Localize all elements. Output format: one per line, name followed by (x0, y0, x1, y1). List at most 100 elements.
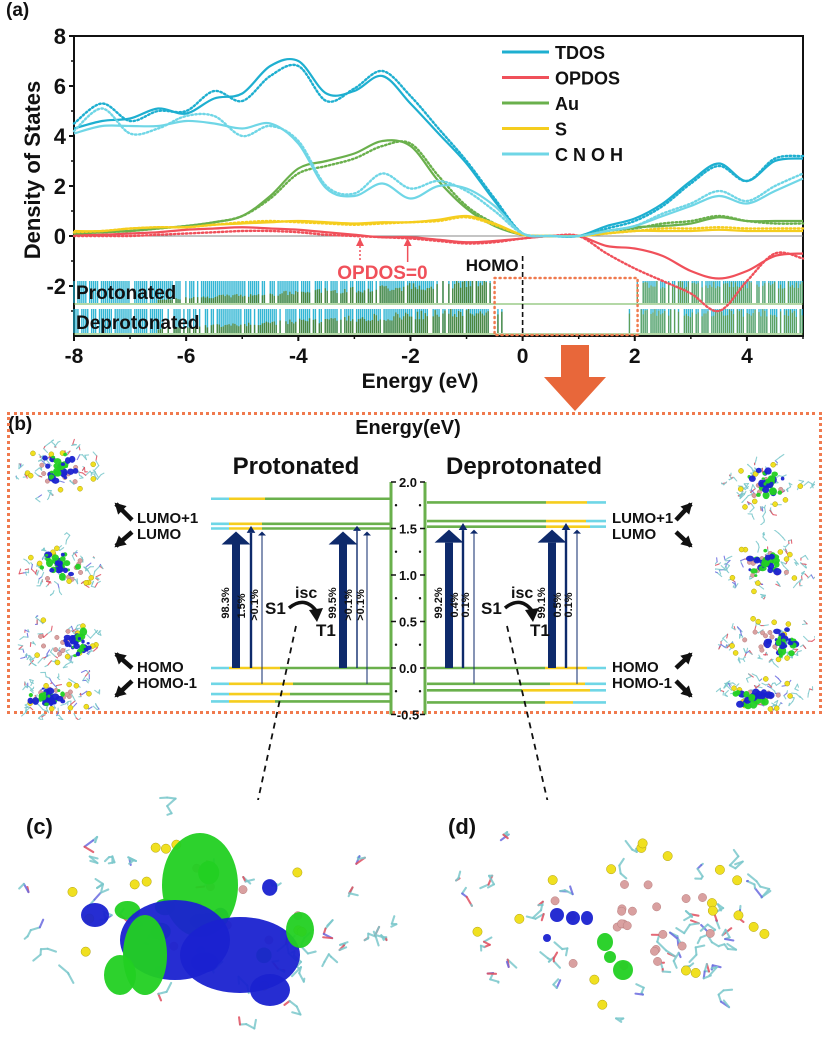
au-atom (41, 471, 47, 477)
bond (798, 479, 805, 482)
bond (776, 682, 781, 686)
bond (84, 454, 88, 461)
orbital-thumbnail-left-homo (17, 615, 102, 680)
orbital-lobe (764, 467, 772, 475)
s-atom (783, 556, 790, 562)
au-atom (57, 651, 63, 657)
bond (461, 886, 467, 895)
s-atom (43, 682, 49, 689)
au-atom (767, 630, 773, 635)
au-atom (65, 628, 71, 634)
orbital-lobe (27, 697, 34, 704)
orbital-lobe (104, 955, 136, 995)
legend-entry: TDOS (555, 43, 605, 63)
bond (329, 955, 339, 964)
bond (699, 923, 709, 932)
bond (22, 882, 30, 894)
bond (18, 464, 24, 470)
s-atom (770, 461, 776, 468)
homo-label: HOMO (466, 256, 519, 275)
orbital-lobe (748, 475, 756, 482)
bond (157, 992, 163, 1002)
transition-arrow-major (445, 542, 453, 668)
bond (624, 839, 634, 851)
orbital-lobe (613, 960, 633, 980)
transition-percent: 0.1% (460, 592, 472, 617)
au-atom (67, 689, 73, 695)
bond (374, 935, 380, 947)
au-atom (77, 558, 83, 564)
s-atom (606, 864, 617, 875)
bond (694, 946, 698, 956)
transition-percent: 99.5% (327, 587, 339, 618)
bond (718, 569, 722, 575)
bond (807, 574, 812, 579)
bond (745, 650, 751, 654)
bond (724, 694, 728, 697)
orbital-lobe (28, 692, 33, 698)
bond (28, 685, 34, 692)
transition-arrow-major-head (328, 531, 358, 545)
orbital-lobe (46, 687, 55, 695)
orbital-lobe (64, 457, 71, 464)
deprotonated-orbital-render (455, 831, 772, 1023)
bond (65, 534, 71, 541)
orbital-lobe (64, 641, 69, 646)
bond (723, 481, 728, 486)
bond (675, 927, 686, 935)
s-atom (161, 843, 171, 854)
axis-tick-label: 2.0 (399, 475, 417, 490)
bond (618, 864, 622, 875)
dashed-pointer-c (257, 625, 297, 800)
bond (76, 624, 81, 626)
bond (762, 536, 768, 542)
transition-percent: 0.5% (552, 592, 564, 617)
bond (374, 933, 385, 939)
bond (37, 457, 44, 462)
isc-label: isc (511, 585, 533, 602)
bond (82, 690, 88, 695)
bond (28, 655, 32, 662)
x-tick-label: -4 (289, 345, 308, 368)
bond (30, 568, 36, 573)
axis-minor-tick (394, 690, 398, 693)
bond (720, 565, 727, 571)
au-atom (783, 569, 789, 575)
bond (688, 953, 698, 964)
s-atom (690, 967, 701, 978)
au-atom (72, 479, 78, 485)
bond (763, 624, 769, 627)
bond (788, 702, 791, 707)
bond (35, 498, 41, 503)
bond (796, 650, 802, 653)
bond (57, 583, 60, 589)
orbital-lobe (47, 698, 56, 706)
bond (747, 873, 758, 883)
s-atom (54, 545, 60, 552)
bond (42, 709, 49, 712)
bond (794, 683, 799, 690)
orbital-lobe (55, 560, 63, 566)
legend-entry: OPDOS (555, 69, 620, 89)
orbital-label: HOMO-1 (612, 675, 672, 692)
bond (748, 651, 753, 655)
y-tick-label: -2 (46, 274, 66, 299)
s-atom (34, 652, 40, 658)
deprotonated-title: Deprotonated (446, 453, 602, 480)
bond (39, 579, 43, 585)
s-atom (787, 693, 793, 699)
bond (727, 555, 733, 559)
bond (688, 962, 695, 968)
bond (75, 624, 79, 630)
bond (30, 681, 35, 684)
bond (43, 633, 48, 638)
pointer-arrow-head (680, 685, 693, 698)
bond (26, 632, 29, 638)
bond (58, 964, 70, 974)
orbital-lobe (53, 458, 62, 464)
bond (750, 503, 755, 509)
s-atom (27, 472, 34, 479)
bond (78, 470, 81, 476)
s-atom (733, 910, 744, 921)
orbital-lobe (63, 452, 67, 457)
